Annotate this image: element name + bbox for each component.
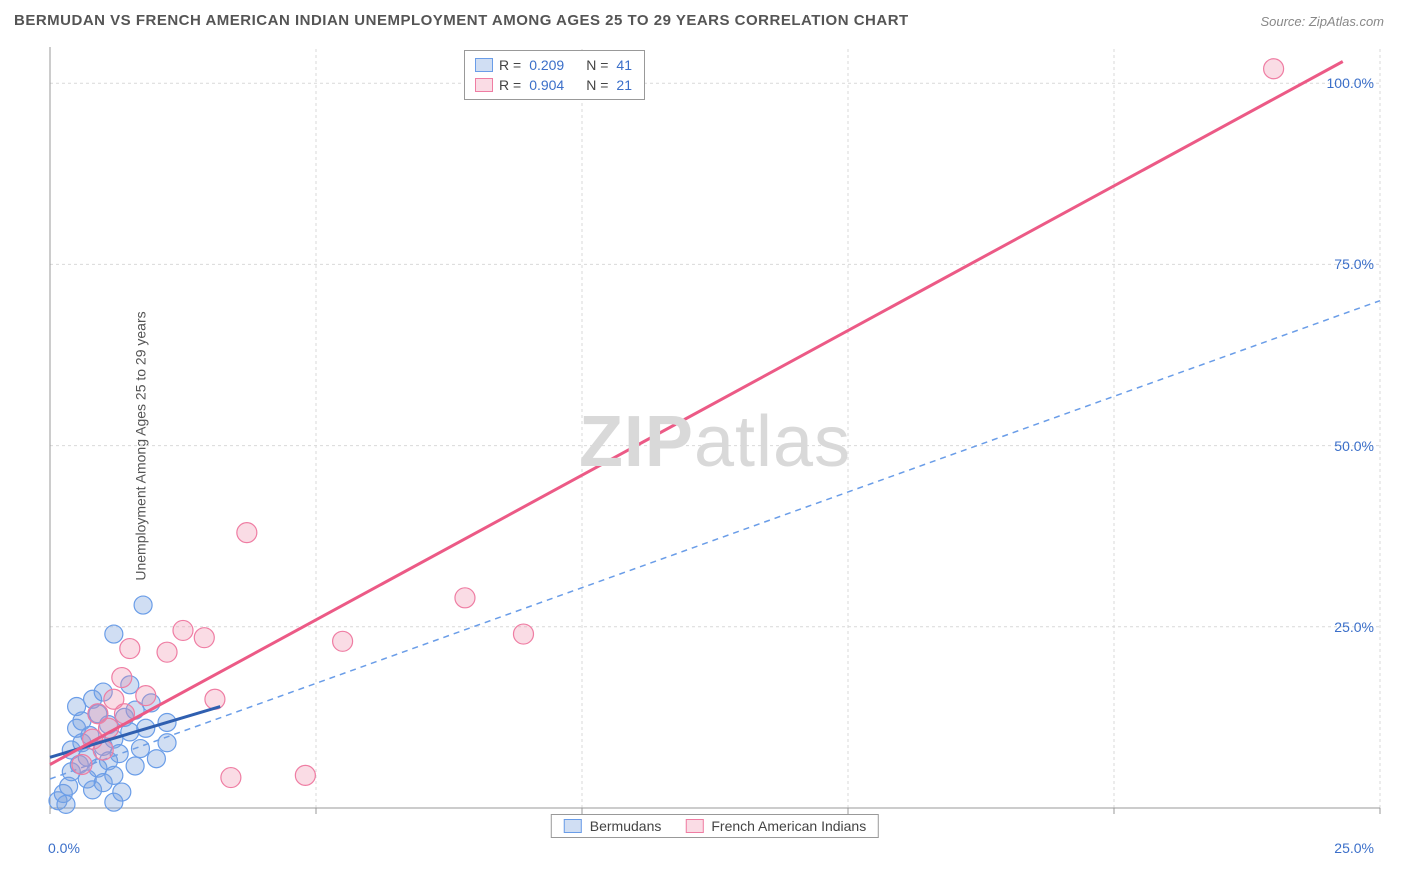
y-tick-label: 75.0% [1334, 256, 1374, 272]
y-tick-label: 25.0% [1334, 619, 1374, 635]
n-value: 21 [616, 75, 632, 95]
data-point [105, 625, 123, 643]
data-point [455, 588, 475, 608]
data-point [134, 596, 152, 614]
source-label: Source: ZipAtlas.com [1260, 14, 1384, 29]
data-point [131, 740, 149, 758]
data-point [72, 755, 92, 775]
data-point [221, 768, 241, 788]
y-tick-label: 50.0% [1334, 438, 1374, 454]
r-label: R = [499, 55, 521, 75]
x-tick-end: 25.0% [1334, 840, 1374, 856]
n-label: N = [586, 55, 608, 75]
data-point [173, 620, 193, 640]
x-tick-origin: 0.0% [48, 840, 80, 856]
data-point [1264, 59, 1284, 79]
data-point [147, 750, 165, 768]
legend-swatch [685, 819, 703, 833]
data-point [120, 639, 140, 659]
y-tick-label: 100.0% [1327, 75, 1374, 91]
legend-swatch [475, 78, 493, 92]
chart-container: BERMUDAN VS FRENCH AMERICAN INDIAN UNEMP… [0, 0, 1406, 892]
trend-line [50, 61, 1343, 764]
data-point [158, 734, 176, 752]
r-value: 0.209 [529, 55, 564, 75]
scatter-plot-svg [48, 45, 1382, 838]
legend-item: Bermudans [564, 818, 662, 834]
data-point [194, 628, 214, 648]
data-point [205, 689, 225, 709]
legend-label: Bermudans [590, 818, 662, 834]
series-legend: Bermudans French American Indians [551, 814, 879, 838]
data-point [105, 766, 123, 784]
r-label: R = [499, 75, 521, 95]
legend-row: R = 0.209 N = 41 [475, 55, 634, 75]
correlation-legend: R = 0.209 N = 41 R = 0.904 N = 21 [464, 50, 645, 100]
legend-swatch [475, 58, 493, 72]
data-point [136, 686, 156, 706]
chart-title: BERMUDAN VS FRENCH AMERICAN INDIAN UNEMP… [14, 12, 909, 29]
data-point [295, 765, 315, 785]
data-point [57, 795, 75, 813]
data-point [113, 783, 131, 801]
data-point [237, 523, 257, 543]
n-value: 41 [616, 55, 632, 75]
data-point [157, 642, 177, 662]
legend-label: French American Indians [711, 818, 866, 834]
r-value: 0.904 [529, 75, 564, 95]
legend-row: R = 0.904 N = 21 [475, 75, 634, 95]
legend-item: French American Indians [685, 818, 866, 834]
plot-area: ZIPatlas R =0.209N =41R =0.904N =21 Berm… [48, 45, 1382, 838]
data-point [333, 631, 353, 651]
n-label: N = [586, 75, 608, 95]
data-point [126, 757, 144, 775]
data-point [513, 624, 533, 644]
data-point [112, 668, 132, 688]
legend-swatch [564, 819, 582, 833]
